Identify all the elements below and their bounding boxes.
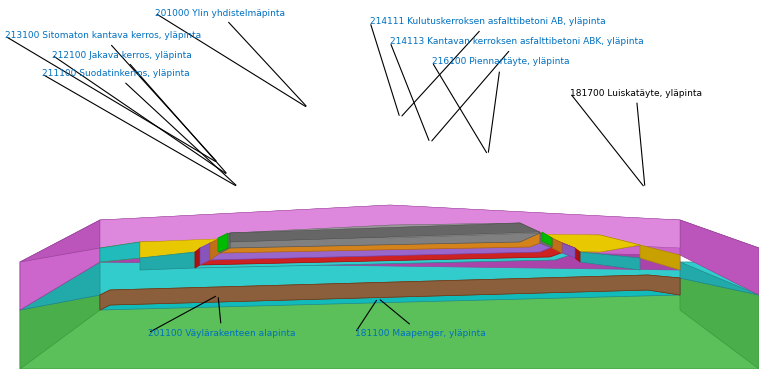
Text: 214111 Kulutuskerroksen asfalttibetoni AB, yläpinta: 214111 Kulutuskerroksen asfalttibetoni A… xyxy=(370,17,606,116)
Text: 213100 Sitomaton kantava kerros, yläpinta: 213100 Sitomaton kantava kerros, yläpint… xyxy=(5,31,216,161)
Polygon shape xyxy=(20,220,759,262)
Polygon shape xyxy=(20,220,100,310)
Polygon shape xyxy=(100,205,680,248)
Text: 201100 Väylärakenteen alapinta: 201100 Väylärakenteen alapinta xyxy=(148,298,295,338)
Polygon shape xyxy=(20,262,100,369)
Polygon shape xyxy=(562,243,575,258)
Polygon shape xyxy=(20,248,100,310)
Polygon shape xyxy=(195,242,580,268)
Polygon shape xyxy=(100,205,680,225)
Polygon shape xyxy=(580,252,640,270)
Polygon shape xyxy=(140,235,640,258)
Polygon shape xyxy=(230,223,540,248)
Polygon shape xyxy=(575,248,580,262)
Polygon shape xyxy=(680,262,759,295)
Polygon shape xyxy=(20,262,100,310)
Text: 211100 Suodatinkerros, yläpinta: 211100 Suodatinkerros, yläpinta xyxy=(42,69,236,185)
Polygon shape xyxy=(20,262,759,310)
Polygon shape xyxy=(100,290,110,310)
Polygon shape xyxy=(220,228,552,253)
Polygon shape xyxy=(100,248,680,270)
Polygon shape xyxy=(640,245,680,270)
Polygon shape xyxy=(218,233,228,252)
Polygon shape xyxy=(200,243,210,265)
Polygon shape xyxy=(210,233,562,260)
Polygon shape xyxy=(195,248,200,268)
Text: 201000 Ylin yhdistelmäpinta: 201000 Ylin yhdistelmäpinta xyxy=(155,8,306,106)
Polygon shape xyxy=(648,275,680,295)
Polygon shape xyxy=(100,242,140,262)
Polygon shape xyxy=(540,233,552,248)
Text: 181100 Maapenger, yläpinta: 181100 Maapenger, yläpinta xyxy=(355,300,486,338)
Polygon shape xyxy=(680,262,759,369)
Polygon shape xyxy=(230,223,540,238)
Polygon shape xyxy=(100,278,680,310)
Polygon shape xyxy=(20,275,759,369)
Polygon shape xyxy=(100,275,680,310)
Polygon shape xyxy=(140,252,195,270)
Polygon shape xyxy=(200,238,575,265)
Polygon shape xyxy=(552,238,562,253)
Polygon shape xyxy=(542,232,552,246)
Polygon shape xyxy=(230,223,540,242)
Polygon shape xyxy=(680,220,759,295)
Polygon shape xyxy=(20,262,759,310)
Polygon shape xyxy=(140,232,640,258)
Polygon shape xyxy=(100,242,140,262)
Text: 216100 Piennartäyte, yläpinta: 216100 Piennartäyte, yläpinta xyxy=(432,58,569,152)
Polygon shape xyxy=(110,275,648,305)
Polygon shape xyxy=(220,233,230,253)
Text: 214113 Kantavan kerroksen asfalttibetoni ABK, yläpinta: 214113 Kantavan kerroksen asfalttibetoni… xyxy=(390,38,644,141)
Polygon shape xyxy=(210,238,220,260)
Text: 181700 Luiskatäyte, yläpinta: 181700 Luiskatäyte, yläpinta xyxy=(570,89,702,185)
Text: 212100 Jakava kerros, yläpinta: 212100 Jakava kerros, yläpinta xyxy=(52,51,226,173)
